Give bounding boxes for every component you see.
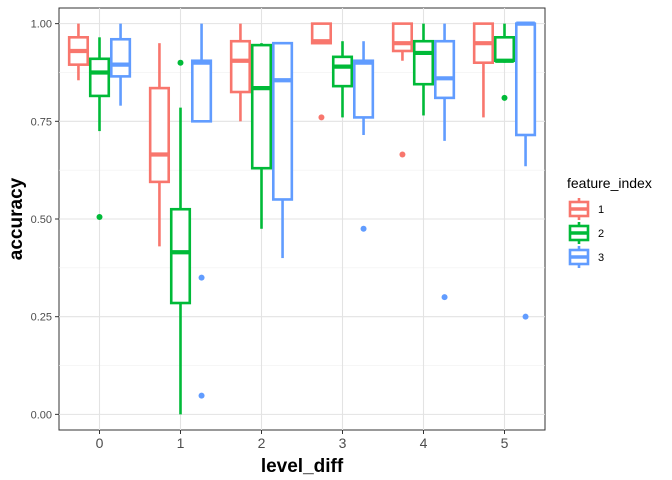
box-series-3-level-4 (433, 23, 456, 301)
boxes (67, 21, 537, 415)
y-axis-ticks: 0.00 0.25 0.50 0.75 1.00 (31, 19, 59, 421)
box-series-2-level-5 (493, 23, 516, 101)
box-iqr (433, 39, 456, 100)
outlier-point (360, 225, 367, 232)
box-series-1-level-2 (229, 23, 252, 122)
box-iqr (331, 55, 354, 88)
y-tick-label: 0.25 (31, 312, 52, 324)
box-iqr (514, 22, 537, 137)
box-iqr (352, 59, 375, 119)
outlier-point (399, 151, 406, 158)
box-series-2-level-3 (331, 41, 354, 118)
legend-item-3: 3 (567, 245, 604, 269)
x-tick-label: 3 (339, 435, 347, 451)
outlier-point (522, 313, 529, 320)
box-series-1-level-3 (310, 22, 333, 121)
box-iqr (169, 207, 192, 305)
box-series-3-level-0 (109, 23, 132, 106)
x-axis-title: level_diff (261, 456, 344, 477)
box-iqr (190, 59, 213, 123)
box-series-2-level-0 (88, 37, 111, 221)
box-series-3-level-5 (514, 21, 537, 320)
y-axis-title: accuracy (6, 177, 27, 260)
x-tick-label: 0 (96, 435, 104, 451)
outlier-point (318, 114, 325, 121)
box-iqr (229, 39, 252, 94)
box-series-1-level-5 (472, 22, 495, 118)
box-series-3-level-3 (352, 41, 375, 232)
box-iqr (148, 86, 171, 184)
box-iqr (271, 41, 294, 201)
x-tick-label: 5 (501, 435, 509, 451)
box-series-1-level-4 (391, 22, 414, 158)
box-series-2-level-1 (169, 59, 192, 415)
outlier-point (177, 59, 184, 66)
legend: feature_index 1 2 3 (567, 175, 652, 269)
box-iqr (493, 36, 516, 63)
x-tick-label: 4 (420, 435, 428, 451)
box-iqr (391, 22, 414, 53)
x-tick-label: 2 (258, 435, 266, 451)
outlier-point (501, 94, 508, 101)
box-series-2-level-2 (250, 43, 273, 229)
box-iqr (250, 43, 273, 170)
box-iqr (88, 57, 111, 98)
legend-label: 2 (598, 228, 604, 240)
box-iqr (109, 37, 132, 78)
y-tick-label: 1.00 (31, 19, 52, 31)
y-tick-label: 0.00 (31, 409, 52, 421)
x-axis-ticks: 0 1 2 3 4 5 (96, 430, 509, 451)
legend-item-2: 2 (567, 221, 604, 245)
box-series-1-level-1 (148, 43, 171, 247)
box-series-1-level-0 (67, 23, 90, 81)
outlier-point (96, 214, 103, 221)
legend-item-1: 1 (567, 197, 604, 221)
outlier-point (198, 392, 205, 399)
legend-title: feature_index (567, 175, 652, 191)
legend-label: 3 (598, 252, 604, 264)
box-iqr (412, 39, 435, 86)
box-series-3-level-1 (190, 23, 213, 399)
outlier-point (441, 294, 448, 301)
box-series-3-level-2 (271, 41, 294, 259)
outlier-point (198, 274, 205, 281)
x-tick-label: 1 (177, 435, 185, 451)
box-series-2-level-4 (412, 23, 435, 116)
y-tick-label: 0.75 (31, 116, 52, 128)
legend-label: 1 (598, 204, 604, 216)
y-tick-label: 0.50 (31, 214, 52, 226)
